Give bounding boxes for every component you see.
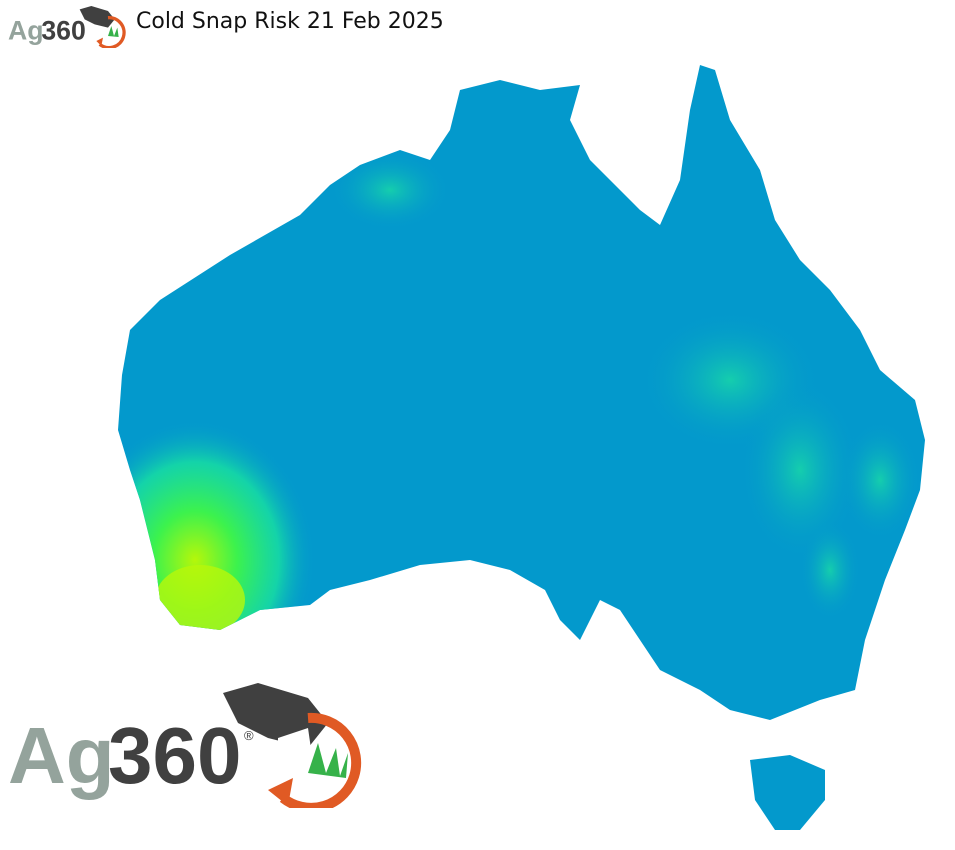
ag360-logo-small: Ag 360 [8, 6, 126, 48]
risk-area-south-west [118, 420, 315, 700]
cow-icon [79, 6, 115, 28]
grass-icon [308, 743, 348, 778]
ag360-logo-large: Ag 360 ® [8, 683, 362, 808]
logo-text-ag: Ag [8, 15, 44, 45]
logo-text-ag: Ag [8, 711, 115, 800]
mainland-australia [118, 65, 925, 720]
risk-area-south-east [800, 520, 860, 620]
risk-area-east-coast [840, 420, 920, 540]
grass-icon [108, 26, 119, 37]
risk-area-east-inland [740, 380, 860, 560]
cycle-arrow-icon [279, 712, 362, 808]
calf-icon [278, 728, 313, 773]
logo-text-360: 360 [108, 711, 241, 800]
map-title: Cold Snap Risk 21 Feb 2025 [136, 9, 444, 34]
risk-area-south-west-core [155, 565, 245, 635]
arrowhead-icon [268, 778, 293, 806]
logo-text-360: 360 [41, 15, 85, 45]
registered-mark: ® [244, 728, 254, 743]
risk-area-kimberley [330, 150, 450, 230]
arrowhead-icon [96, 37, 103, 46]
tasmania [750, 755, 825, 830]
cycle-arrow-icon [98, 15, 126, 48]
